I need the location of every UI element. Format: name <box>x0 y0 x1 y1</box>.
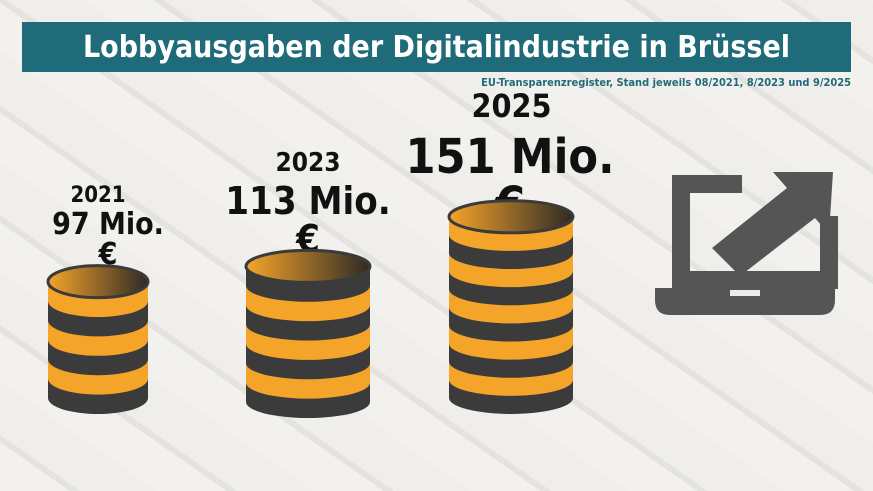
value-label-2021: 97 Mio. € <box>52 207 164 272</box>
source-note: EU-Transparenzregister, Stand jeweils 08… <box>481 76 851 89</box>
year-label-2023: 2023 <box>275 148 341 178</box>
year-label-2021: 2021 <box>70 183 126 208</box>
page-title: Lobbyausgaben der Digitalindustrie in Br… <box>22 22 851 72</box>
coin-top <box>447 199 575 235</box>
coin-stack-2021 <box>46 264 150 414</box>
year-label-2025: 2025 <box>471 87 552 125</box>
coin-stack-2025 <box>447 199 575 414</box>
coin-top <box>46 264 150 300</box>
coin-stack-2023 <box>244 248 372 418</box>
laptop-trend-up-arrow-icon <box>655 172 838 315</box>
value-label-2023: 113 Mio. € <box>225 179 391 261</box>
coin-top <box>244 248 372 284</box>
